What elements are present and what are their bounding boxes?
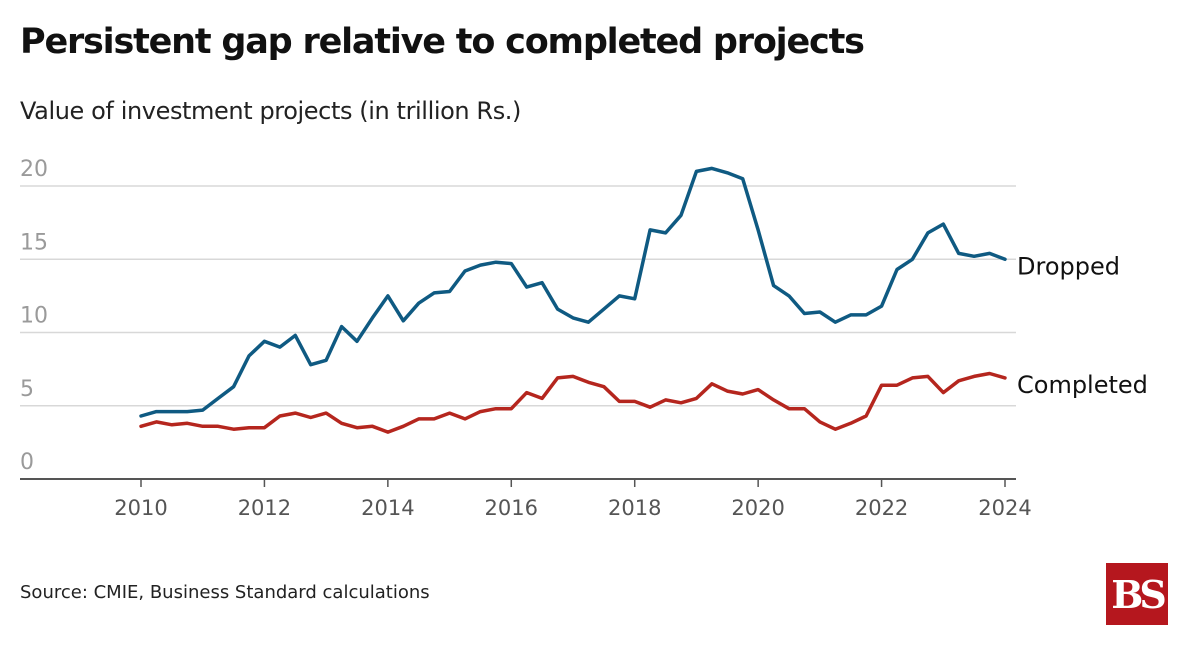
x-tick-label-2016: 2016 [485, 496, 538, 520]
x-tick-label-2020: 2020 [731, 496, 784, 520]
x-tick-label-2012: 2012 [238, 496, 291, 520]
chart-subtitle: Value of investment projects (in trillio… [20, 97, 521, 125]
series-line-dropped [139, 166, 1007, 418]
y-tick-label-0: 0 [20, 450, 34, 475]
y-tick-label-15: 15 [20, 230, 48, 255]
y-tick-label-10: 10 [20, 304, 48, 329]
series-label-completed: Completed [1017, 371, 1148, 399]
bs-logo: BS [1106, 563, 1168, 625]
y-tick-label-20: 20 [20, 157, 48, 182]
x-tick-label-2010: 2010 [114, 496, 167, 520]
x-tick-label-2024: 2024 [978, 496, 1031, 520]
y-tick-label-5: 5 [20, 377, 34, 402]
logo-text: BS [1111, 571, 1167, 617]
series-label-dropped: Dropped [1017, 252, 1120, 280]
x-tick-label-2014: 2014 [361, 496, 414, 520]
chart-title: Persistent gap relative to completed pro… [20, 22, 865, 62]
x-tick-label-2022: 2022 [855, 496, 908, 520]
source-note: Source: CMIE, Business Standard calculat… [20, 582, 430, 603]
series-line-completed [139, 371, 1007, 434]
x-tick-label-2018: 2018 [608, 496, 661, 520]
